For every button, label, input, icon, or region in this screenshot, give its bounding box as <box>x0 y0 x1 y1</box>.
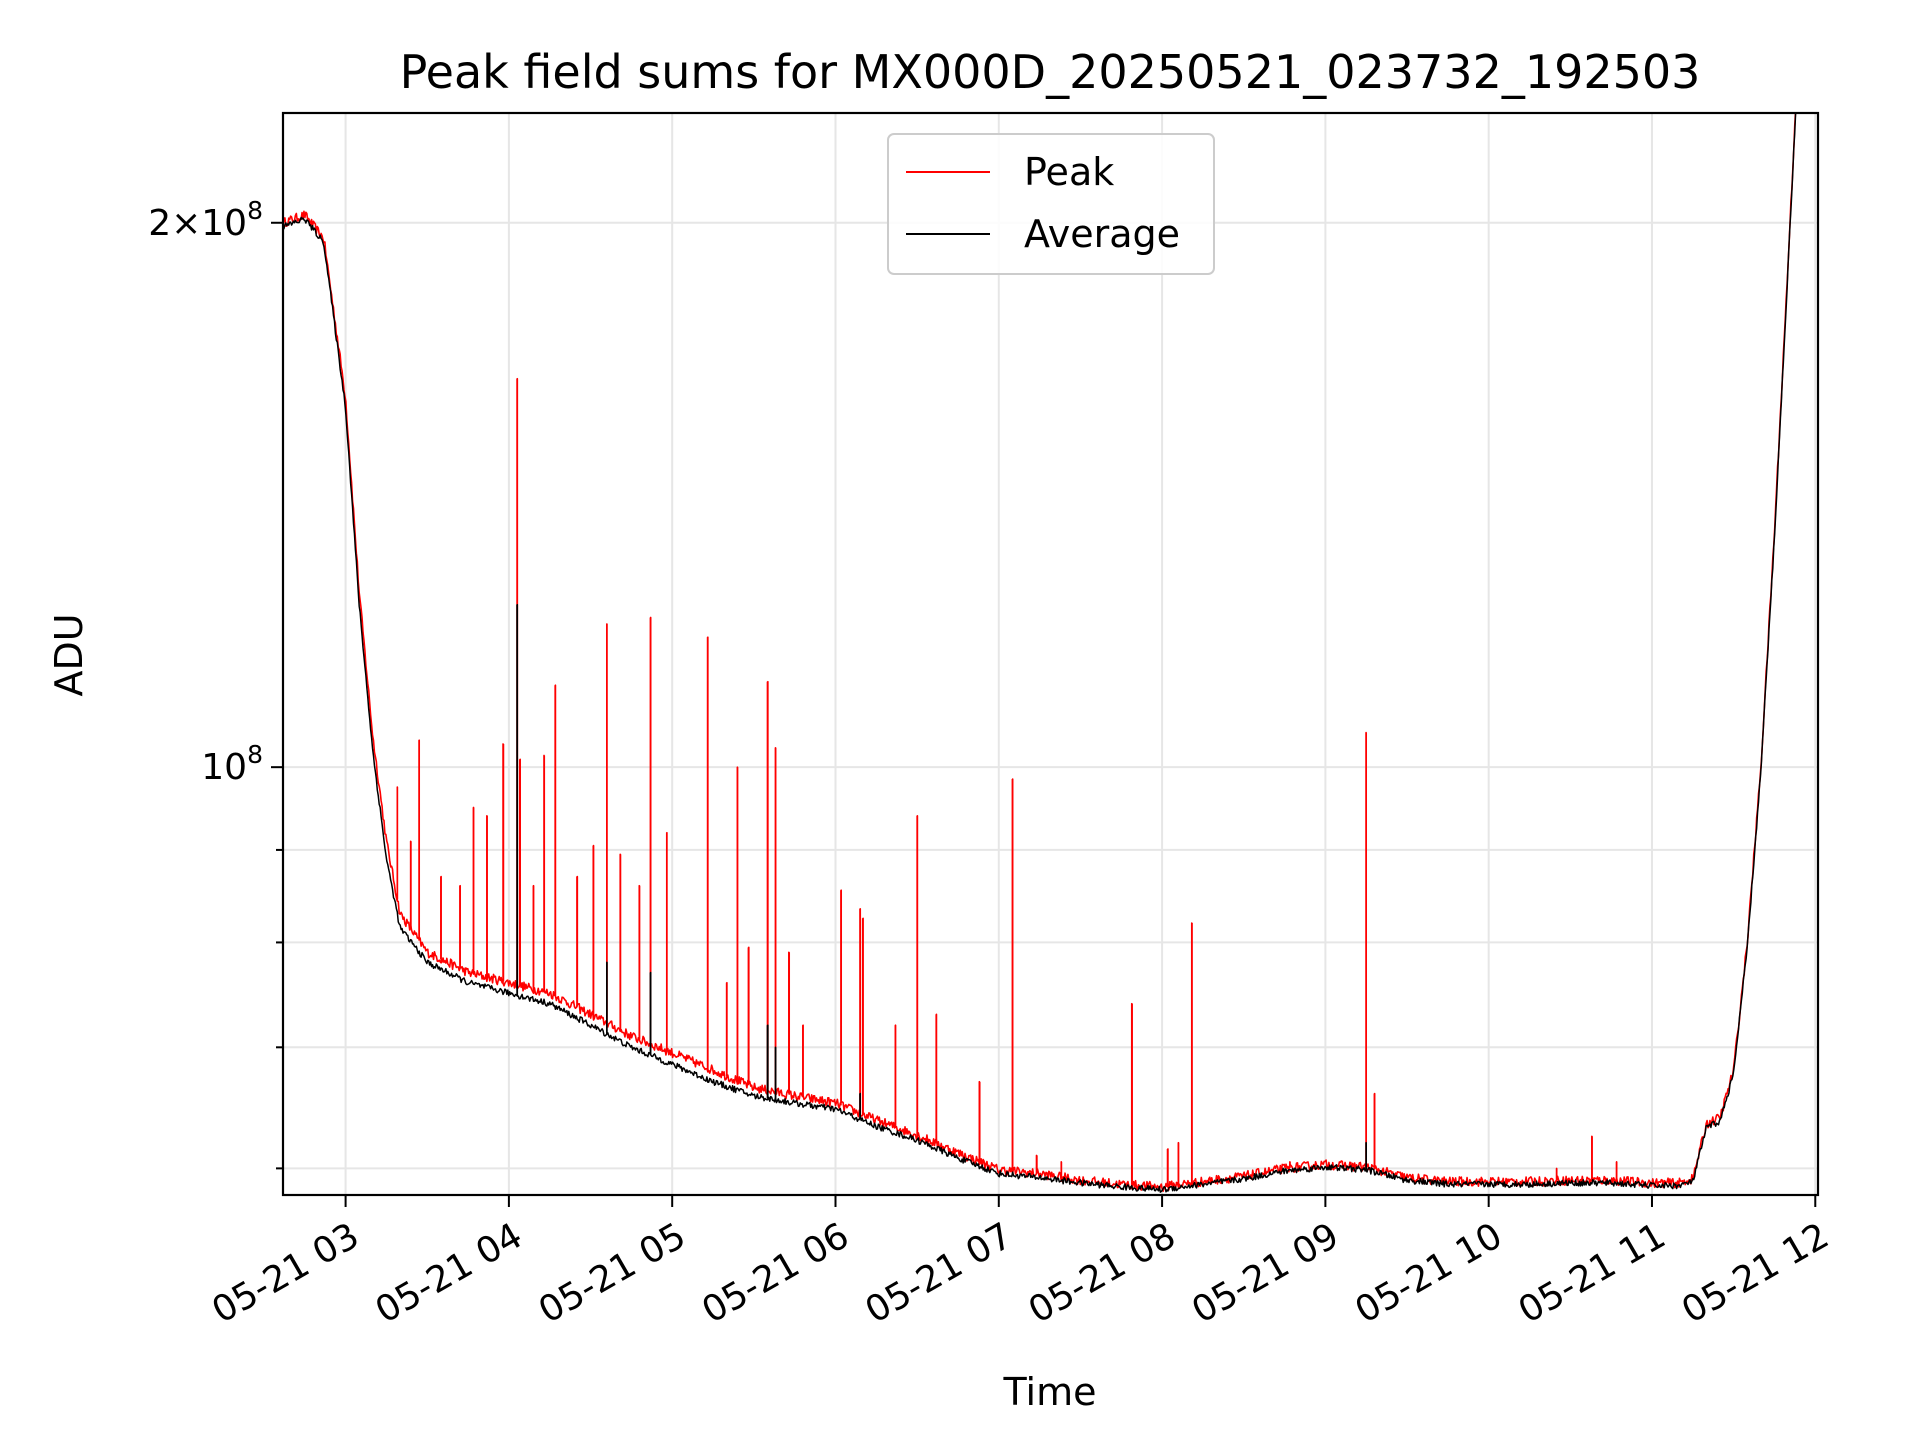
series-average <box>283 113 1797 1193</box>
x-axis-label: Time <box>1003 1370 1097 1414</box>
y-tick-label: 108 <box>201 740 263 788</box>
y-tick-base: 10 <box>201 203 247 244</box>
series-peak <box>283 113 1797 1192</box>
legend: Peak Average <box>887 133 1215 275</box>
chart-title: Peak field sums for MX000D_20250521_0237… <box>400 45 1701 99</box>
legend-box <box>887 133 1215 275</box>
axes-frame <box>281 111 1820 1197</box>
legend-label-peak: Peak <box>1024 150 1114 194</box>
y-axis-label: ADU <box>47 613 91 696</box>
y-tick-label: 2×108 <box>148 196 263 244</box>
legend-label-average: Average <box>1024 212 1180 256</box>
y-tick-exponent: 8 <box>247 196 263 225</box>
series-line-average <box>283 113 1797 1193</box>
grid <box>283 113 1818 1195</box>
y-tick-mantissa: 2 <box>148 203 171 244</box>
y-tick-exponent: 8 <box>247 740 263 769</box>
y-tick-times: × <box>171 203 201 244</box>
y-tick-base: 10 <box>201 747 247 788</box>
plot-area <box>283 113 1797 1193</box>
